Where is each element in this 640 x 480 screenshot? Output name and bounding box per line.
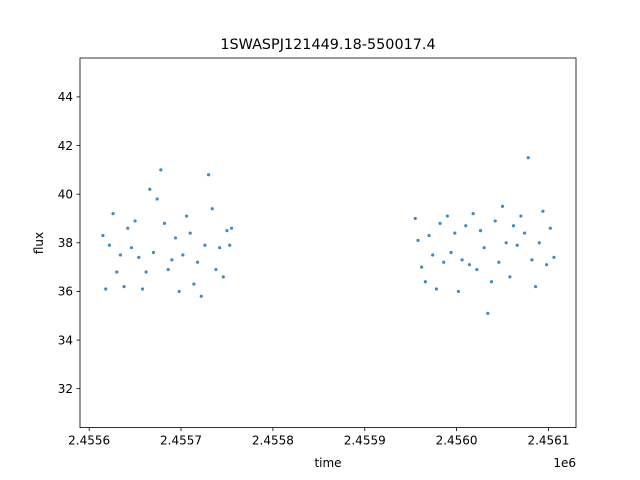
data-point [206, 173, 211, 177]
data-point [475, 267, 479, 272]
data-point [225, 229, 229, 233]
data-point [115, 270, 119, 274]
data-point [184, 214, 189, 218]
y-tick-label: 40 [58, 187, 73, 201]
data-point [210, 207, 214, 211]
data-point [541, 209, 545, 213]
data-point [431, 253, 435, 257]
data-point [504, 241, 508, 245]
data-point [413, 216, 417, 221]
data-point [118, 253, 123, 257]
data-point [497, 260, 501, 264]
data-point [177, 289, 181, 294]
data-point [122, 284, 126, 289]
x-tick-label: 2.4557 [160, 434, 202, 448]
data-point [467, 263, 472, 267]
data-point [482, 246, 486, 250]
data-point [493, 219, 497, 223]
data-point [188, 231, 192, 235]
data-point [140, 287, 145, 291]
data-point [137, 255, 141, 259]
data-point [489, 280, 494, 284]
data-point [464, 224, 468, 228]
data-point [229, 226, 234, 230]
x-tick-label: 2.4560 [436, 434, 478, 448]
data-point [423, 280, 427, 284]
data-point [420, 265, 424, 269]
data-point [522, 231, 527, 235]
y-axis: 32 34 36 38 40 42 44 [58, 90, 80, 396]
data-point [101, 233, 105, 238]
data-point [218, 246, 222, 250]
y-tick-label: 44 [58, 90, 73, 104]
data-points [101, 156, 556, 315]
data-point [148, 187, 152, 191]
data-point [126, 226, 130, 230]
data-point [552, 255, 556, 259]
data-point [526, 156, 530, 160]
data-point [155, 197, 159, 201]
data-point [548, 226, 552, 230]
data-point [471, 212, 475, 216]
data-point [173, 236, 178, 240]
data-point [129, 246, 134, 250]
data-point [508, 275, 512, 279]
data-point [449, 250, 453, 255]
data-point [545, 263, 549, 267]
data-point [144, 270, 148, 274]
y-tick-label: 34 [58, 333, 73, 347]
data-point [162, 221, 167, 225]
data-point [416, 238, 420, 242]
y-tick-label: 38 [58, 236, 73, 250]
x-tick-label: 2.4559 [344, 434, 386, 448]
data-point [228, 243, 232, 247]
data-point [500, 204, 505, 208]
data-point [486, 311, 490, 315]
data-point [427, 233, 431, 238]
chart-title: 1SWASPJ121449.18-550017.4 [220, 37, 435, 53]
data-point [438, 221, 442, 225]
data-point [192, 282, 196, 286]
data-point [478, 229, 483, 233]
data-point [456, 289, 461, 294]
x-tick-label: 2.4556 [68, 434, 110, 448]
data-point [170, 258, 174, 262]
x-axis: 2.4556 2.4557 2.4558 2.4559 2.4560 2.4561 [68, 427, 569, 448]
data-point [221, 275, 225, 279]
x-offset-label: 1e6 [553, 456, 576, 470]
data-point [111, 212, 115, 216]
data-point [195, 260, 200, 264]
data-point [460, 258, 464, 262]
data-point [133, 219, 137, 223]
data-point [107, 243, 111, 247]
data-point [453, 231, 457, 235]
x-tick-label: 2.4561 [527, 434, 569, 448]
data-point [515, 243, 519, 247]
data-point [537, 241, 541, 245]
y-tick-label: 32 [58, 382, 73, 396]
data-point [159, 168, 163, 172]
data-point [530, 258, 534, 262]
x-tick-label: 2.4558 [252, 434, 294, 448]
y-tick-label: 42 [58, 139, 73, 153]
data-point [181, 253, 185, 257]
data-point [203, 243, 207, 247]
data-point [519, 214, 523, 218]
data-point [434, 287, 438, 291]
data-point [199, 294, 203, 298]
data-point [104, 287, 108, 291]
data-point [214, 267, 218, 272]
data-point [511, 224, 516, 228]
data-point [166, 267, 170, 272]
data-point [533, 284, 538, 289]
data-point [151, 250, 156, 255]
y-tick-label: 36 [58, 285, 73, 299]
y-axis-label: flux [32, 232, 46, 254]
data-point [445, 214, 450, 218]
data-point [442, 260, 446, 264]
x-axis-label: time [314, 456, 341, 470]
